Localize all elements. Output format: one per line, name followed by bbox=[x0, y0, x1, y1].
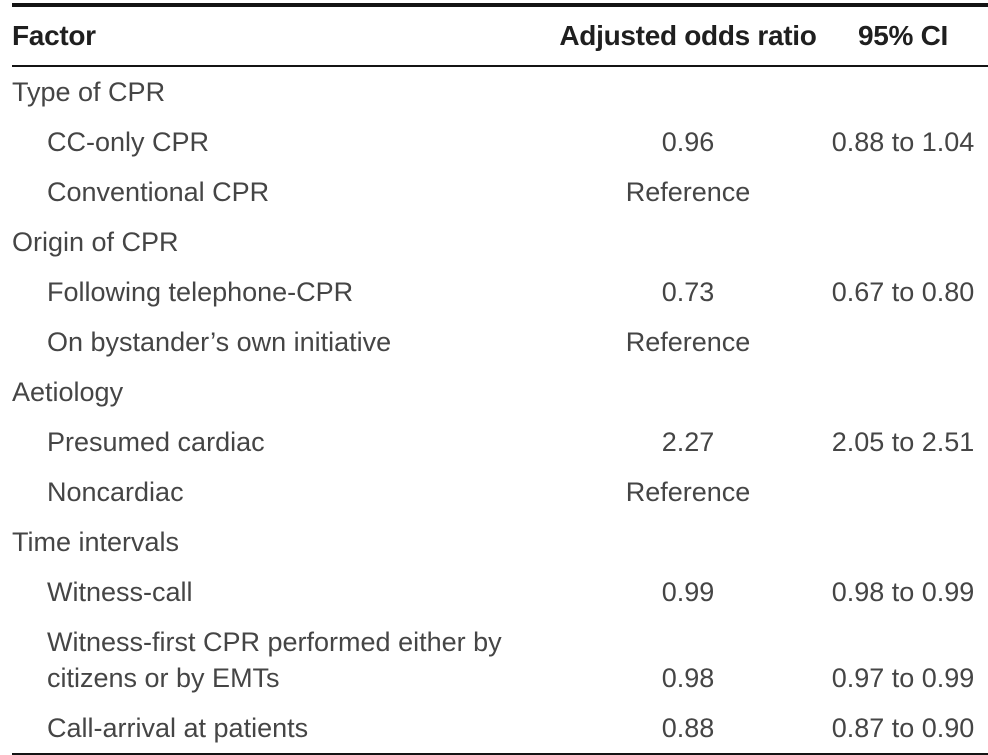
table-row-noncardiac: Noncardiac Reference bbox=[12, 467, 988, 517]
table-row-presumed-cardiac: Presumed cardiac 2.27 2.05 to 2.51 bbox=[12, 417, 988, 467]
odds-ratio-cell: Reference bbox=[625, 477, 751, 507]
factor-cell: Witness-call bbox=[47, 577, 193, 607]
odds-ratio-cell: 2.27 bbox=[661, 427, 715, 457]
ci-cell: 0.88 to 1.04 bbox=[831, 127, 975, 157]
factor-cell: Origin of CPR bbox=[12, 227, 179, 257]
ci-cell: 0.87 to 0.90 bbox=[831, 713, 975, 743]
odds-ratio-cell: 0.96 bbox=[661, 127, 715, 157]
ci-cell bbox=[818, 537, 988, 551]
table-row-group-origin-of-cpr: Origin of CPR bbox=[12, 217, 988, 267]
factor-cell-text: Witness-first CPR performed either by ci… bbox=[47, 627, 502, 693]
table-row-call-arrival: Call-arrival at patients 0.88 0.87 to 0.… bbox=[12, 703, 988, 753]
ci-cell: 0.67 to 0.80 bbox=[831, 277, 975, 307]
ci-cell: 0.97 to 0.99 bbox=[831, 663, 975, 693]
table-row-bystander-own-initiative: On bystander’s own initiative Reference bbox=[12, 317, 988, 367]
ci-cell: 2.05 to 2.51 bbox=[831, 427, 975, 457]
factor-cell: Time intervals bbox=[12, 527, 180, 557]
odds-ratio-cell bbox=[558, 87, 818, 101]
table-row-cc-only-cpr: CC-only CPR 0.96 0.88 to 1.04 bbox=[12, 117, 988, 167]
factor-cell: Presumed cardiac bbox=[47, 427, 265, 457]
factor-cell: Following telephone-CPR bbox=[47, 277, 354, 307]
factor-cell: Witness-first CPR performed either by ci… bbox=[12, 617, 558, 703]
odds-ratio-cell: Reference bbox=[625, 177, 751, 207]
column-header-ci: 95% CI bbox=[857, 20, 949, 51]
odds-ratio-cell: Reference bbox=[625, 327, 751, 357]
ci-cell bbox=[818, 237, 988, 251]
ci-cell bbox=[818, 487, 988, 501]
odds-ratio-cell bbox=[558, 387, 818, 401]
table-header-row: Factor Adjusted odds ratio 95% CI bbox=[12, 3, 988, 67]
table-row-conventional-cpr: Conventional CPR Reference bbox=[12, 167, 988, 217]
factor-cell: Type of CPR bbox=[12, 77, 166, 107]
odds-ratio-cell: 0.88 bbox=[661, 713, 715, 743]
factor-cell: Conventional CPR bbox=[47, 177, 270, 207]
factor-cell: On bystander’s own initiative bbox=[47, 327, 392, 357]
factor-cell: Call-arrival at patients bbox=[47, 713, 309, 743]
table-row-group-type-of-cpr: Type of CPR bbox=[12, 67, 988, 117]
ci-cell bbox=[818, 187, 988, 201]
ci-cell bbox=[818, 87, 988, 101]
column-header-factor: Factor bbox=[12, 20, 96, 51]
odds-ratio-cell: 0.99 bbox=[661, 577, 715, 607]
ci-cell: 0.98 to 0.99 bbox=[831, 577, 975, 607]
table-row-group-aetiology: Aetiology bbox=[12, 367, 988, 417]
table-row-witness-first-cpr: Witness-first CPR performed either by ci… bbox=[12, 617, 988, 703]
factor-cell: CC-only CPR bbox=[47, 127, 210, 157]
ci-cell bbox=[818, 387, 988, 401]
factor-cell: Noncardiac bbox=[47, 477, 184, 507]
odds-ratio-cell bbox=[558, 237, 818, 251]
column-header-odds-ratio: Adjusted odds ratio bbox=[559, 20, 817, 51]
odds-ratio-cell bbox=[558, 537, 818, 551]
odds-ratio-cell: 0.73 bbox=[661, 277, 715, 307]
ci-cell bbox=[818, 337, 988, 351]
factor-cell: Aetiology bbox=[12, 377, 124, 407]
odds-ratio-cell: 0.98 bbox=[661, 663, 715, 693]
table-row-witness-call: Witness-call 0.99 0.98 to 0.99 bbox=[12, 567, 988, 617]
table-row-group-time-intervals: Time intervals bbox=[12, 517, 988, 567]
table-row-following-telephone-cpr: Following telephone-CPR 0.73 0.67 to 0.8… bbox=[12, 267, 988, 317]
odds-ratio-table: Factor Adjusted odds ratio 95% CI Type o… bbox=[12, 3, 988, 755]
